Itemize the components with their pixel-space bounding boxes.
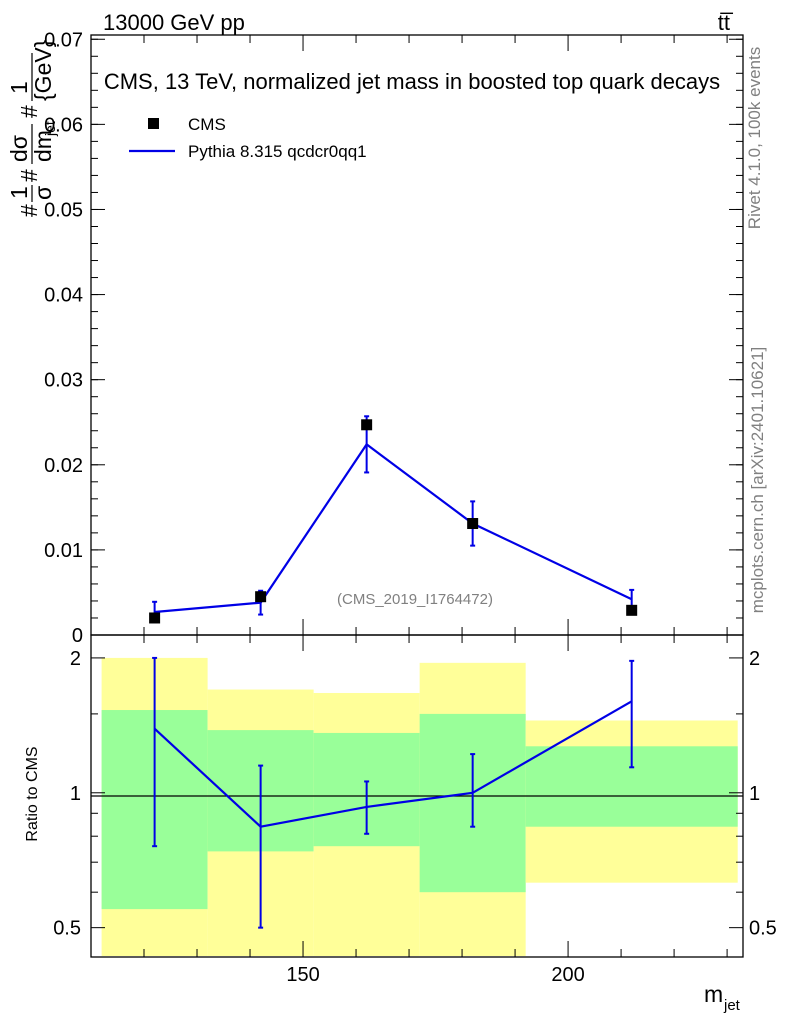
data-point-marker (255, 591, 267, 603)
data-point-marker (626, 604, 638, 616)
ylabel-one-3: 1 (6, 81, 32, 94)
main-axis-ticks: 0 0.01 0.02 0.03 0.04 0.05 0.06 0.07 (44, 29, 743, 647)
legend-data-marker (148, 118, 159, 129)
x-tick-label: 200 (551, 964, 584, 986)
x-axis-label-main: m (704, 981, 723, 1007)
data-point-marker (361, 419, 373, 431)
main-y-tick-label: 0.03 (44, 370, 83, 392)
ratio-axis-ticks: 0.5 0.5 1 1 2 2 150 200 (53, 635, 777, 986)
ratio-plot-panel: 0.5 0.5 1 1 2 2 150 200 Ratio to CMS m jet (24, 634, 777, 1014)
ratio-y-tick-label-left: 2 (70, 648, 81, 670)
legend-mc-label: Pythia 8.315 qcdcr0qq1 (188, 142, 367, 161)
header-right-label: tt̅ (718, 10, 734, 35)
ratio-y-tick-label-right: 1 (749, 783, 760, 805)
ratio-y-tick-label-right: 2 (749, 648, 760, 670)
main-y-tick-label: 0.05 (44, 199, 83, 221)
main-y-tick-label: 0.07 (44, 29, 83, 51)
ylabel-jet-sub: jet (42, 121, 58, 137)
ylabel-dsigma: dσ (6, 135, 32, 162)
ratio-plot-frame (90, 634, 744, 958)
ylabel-one-1: 1 (6, 186, 32, 199)
main-y-tick-label: 0.02 (44, 455, 83, 477)
ratio-y-tick-label-left: 0.5 (53, 918, 81, 940)
ylabel-gev: {GeV} (30, 39, 56, 101)
legend-data-label: CMS (188, 115, 226, 134)
ratio-y-axis-label: Ratio to CMS (24, 746, 41, 841)
ylabel-dm: dm (30, 130, 56, 162)
data-point-marker (149, 612, 161, 624)
main-y-axis-label: # 1 σ # dσ dm jet # 1 {GeV} (6, 39, 58, 217)
plot-title: CMS, 13 TeV, normalized jet mass in boos… (104, 69, 720, 94)
header-left-label: 13000 GeV pp (103, 10, 245, 35)
ratio-series-group (152, 656, 635, 929)
ylabel-hash-2: # (16, 169, 42, 182)
ratio-y-tick-label-right: 0.5 (749, 918, 777, 940)
x-axis-label-sub: jet (723, 997, 741, 1014)
legend: CMS Pythia 8.315 qcdcr0qq1 (129, 115, 367, 161)
x-axis-label: m jet (704, 981, 741, 1014)
ylabel-sigma: σ (30, 186, 56, 200)
main-y-tick-label: 0.06 (44, 114, 83, 136)
main-plot-panel: 0 0.01 0.02 0.03 0.04 0.05 0.06 0.07 CMS, 13 Te… (6, 29, 744, 647)
main-y-tick-label: 0.01 (44, 540, 83, 562)
x-tick-label: 150 (286, 964, 319, 986)
data-point-marker (467, 518, 479, 530)
ylabel-hash-3: # (16, 105, 42, 118)
ylabel-hash-1: # (16, 204, 42, 217)
mcplots-label: mcplots.cern.ch [arXiv:2401.10621] (748, 347, 767, 613)
ratio-y-tick-label-left: 1 (70, 783, 81, 805)
rivet-version-label: Rivet 4.1.0, 100k events (745, 47, 764, 229)
mc-series-line (154, 442, 633, 614)
main-series-group (149, 415, 638, 624)
main-y-tick-label: 0.04 (44, 285, 83, 307)
ratio-uncertainty-bands (101, 657, 738, 956)
watermark-label: (CMS_2019_I1764472) (337, 591, 493, 608)
main-y-tick-label: 0 (72, 625, 83, 647)
